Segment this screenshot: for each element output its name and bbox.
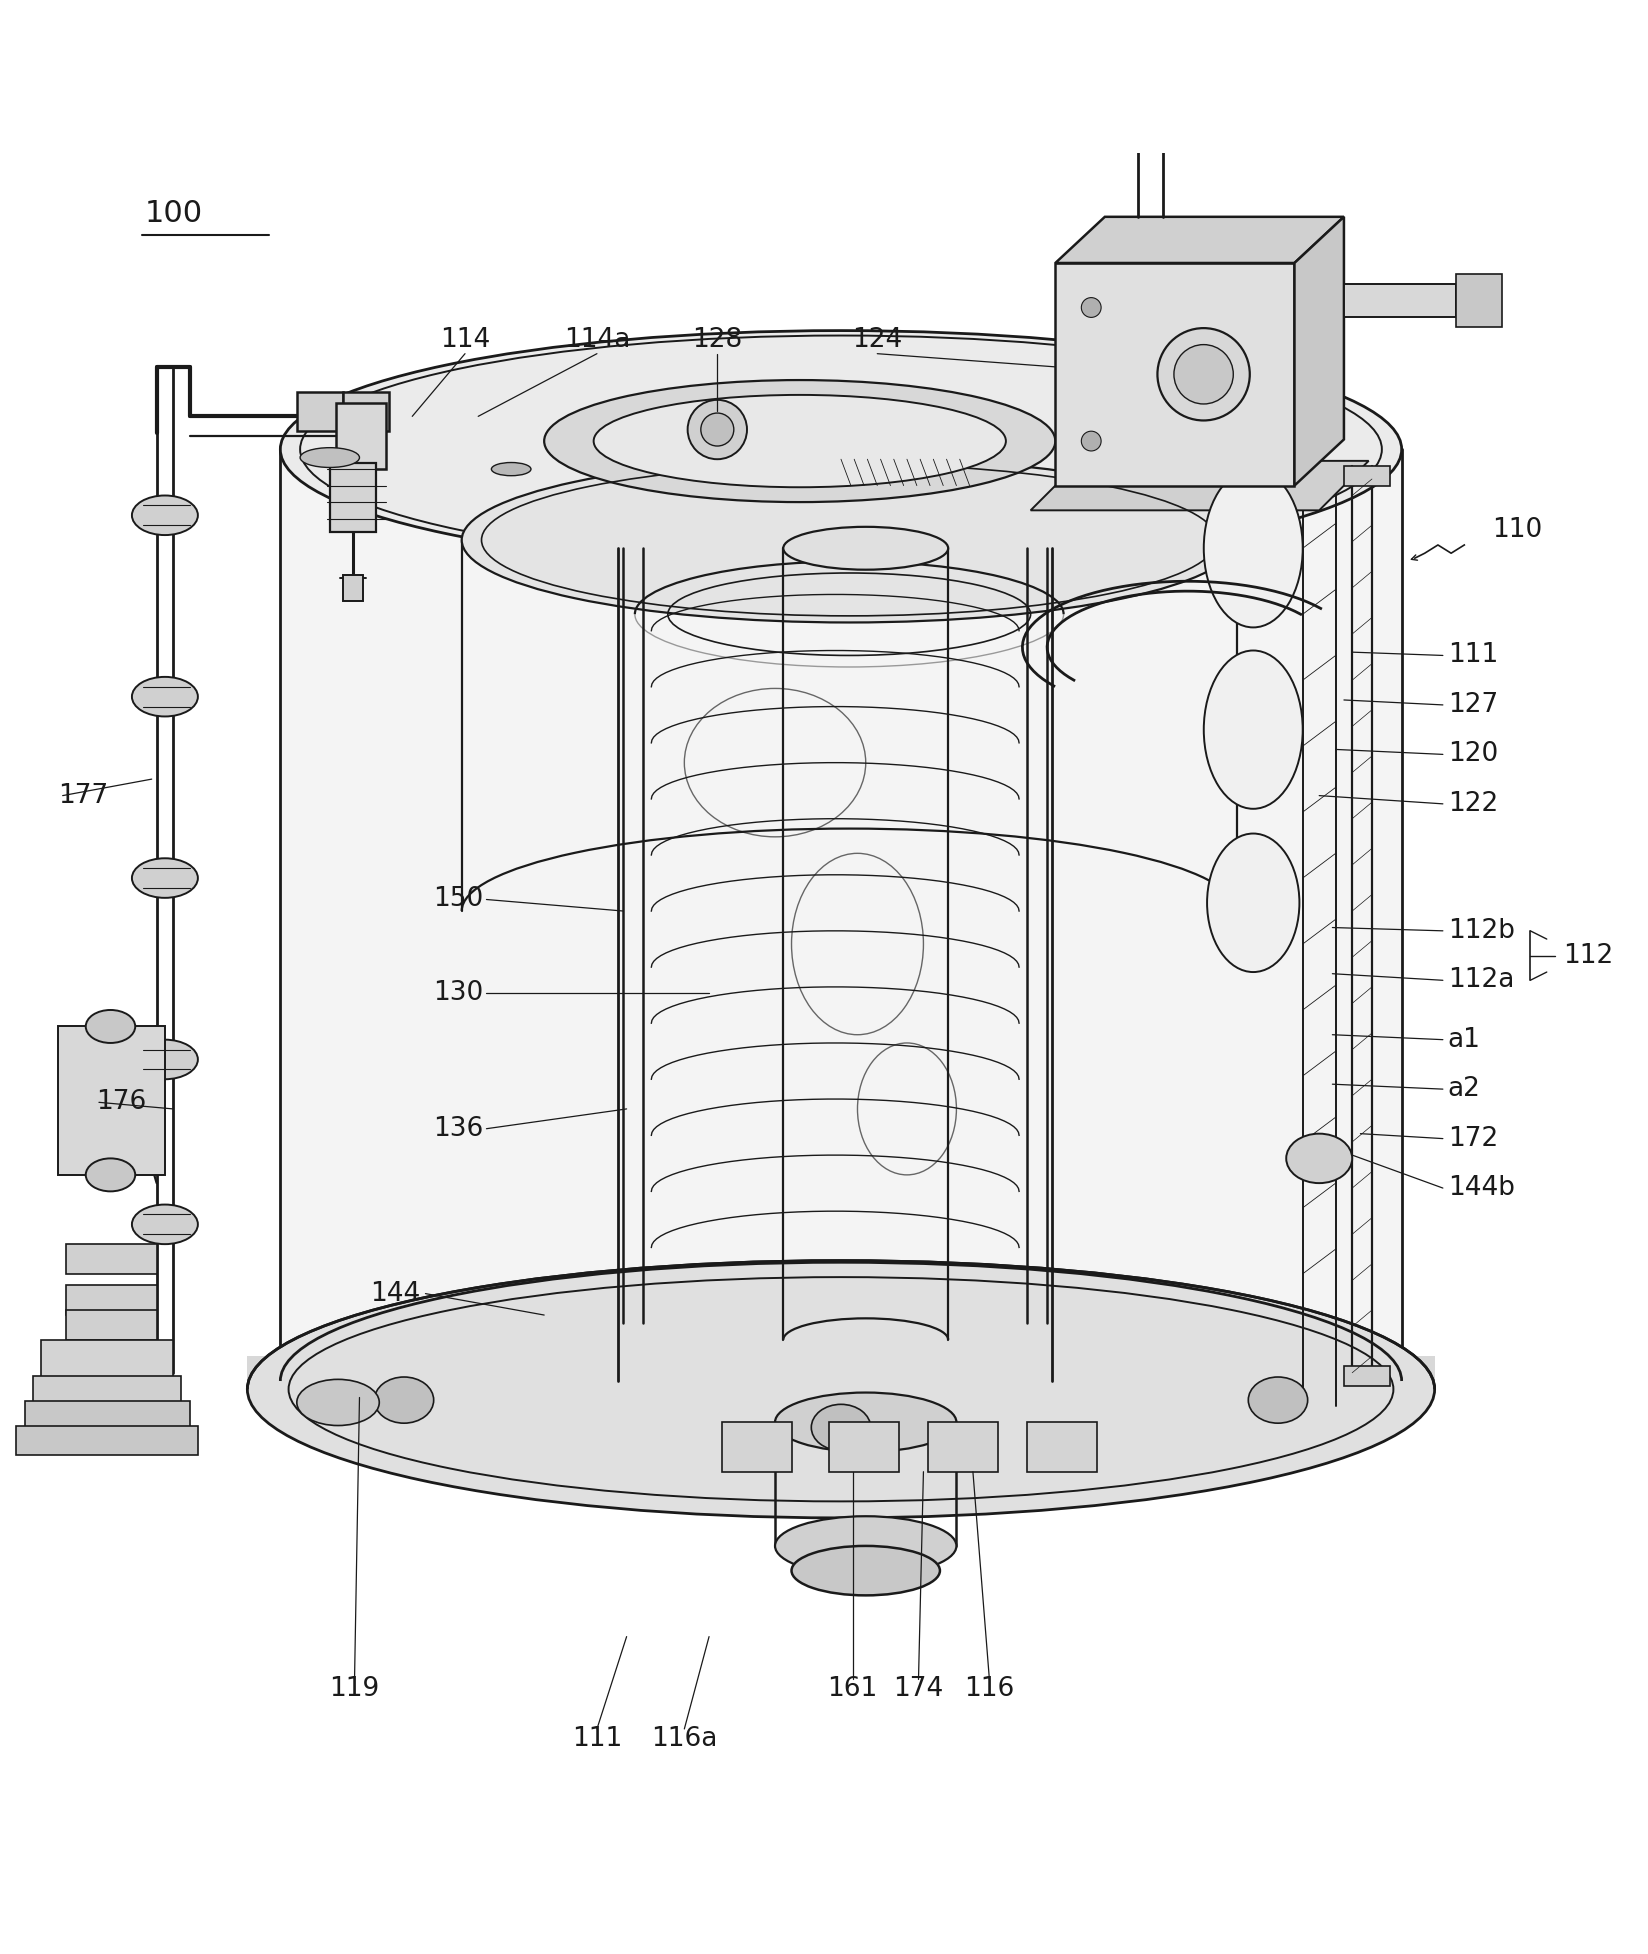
Text: 112b: 112b [1447, 918, 1515, 944]
Ellipse shape [1157, 328, 1249, 420]
Ellipse shape [132, 1204, 198, 1245]
Bar [66, 1309, 157, 1340]
Ellipse shape [86, 1159, 135, 1192]
Ellipse shape [280, 330, 1401, 569]
Ellipse shape [374, 1378, 433, 1423]
Text: 111: 111 [572, 1725, 621, 1753]
Bar [928, 1423, 997, 1471]
Ellipse shape [1203, 469, 1302, 627]
Bar [16, 1426, 198, 1456]
Ellipse shape [687, 401, 747, 459]
Text: 177: 177 [58, 784, 107, 809]
Bar [1343, 465, 1389, 487]
Text: 120: 120 [1447, 741, 1496, 768]
Ellipse shape [86, 1010, 135, 1043]
Text: 116: 116 [964, 1677, 1014, 1702]
Bar [25, 1401, 190, 1430]
Polygon shape [280, 449, 1401, 1381]
Text: 100: 100 [145, 199, 203, 229]
Text: 174: 174 [893, 1677, 943, 1702]
Text: 119: 119 [330, 1677, 379, 1702]
Ellipse shape [775, 1516, 956, 1575]
Bar [330, 463, 376, 531]
Text: 114: 114 [440, 328, 489, 354]
Bar [1343, 283, 1455, 317]
Bar [336, 403, 386, 469]
Text: 111: 111 [1447, 643, 1496, 668]
Text: 161: 161 [827, 1677, 877, 1702]
Ellipse shape [297, 1380, 379, 1426]
Bar [829, 1423, 898, 1471]
Polygon shape [1294, 217, 1343, 487]
Text: 128: 128 [692, 328, 742, 354]
Text: 116a: 116a [651, 1725, 717, 1753]
Ellipse shape [132, 676, 198, 717]
Ellipse shape [811, 1405, 870, 1450]
Text: 124: 124 [852, 328, 901, 354]
Ellipse shape [132, 1040, 198, 1079]
Ellipse shape [247, 1260, 1434, 1518]
Ellipse shape [791, 1546, 939, 1594]
Bar [33, 1376, 181, 1405]
Bar [343, 574, 363, 602]
Text: 127: 127 [1447, 692, 1496, 717]
Ellipse shape [491, 463, 531, 475]
Ellipse shape [775, 1393, 956, 1452]
Ellipse shape [1173, 344, 1233, 404]
Text: 150: 150 [433, 887, 483, 913]
Polygon shape [1030, 461, 1368, 510]
Ellipse shape [1248, 1378, 1307, 1423]
Bar [41, 1340, 173, 1381]
Ellipse shape [1081, 432, 1101, 451]
Text: a2: a2 [1447, 1077, 1480, 1102]
Ellipse shape [1081, 297, 1101, 317]
Polygon shape [1055, 264, 1294, 487]
Ellipse shape [544, 381, 1055, 502]
Polygon shape [247, 1356, 1434, 1389]
Bar [1027, 1423, 1096, 1471]
Text: 130: 130 [433, 981, 483, 1006]
Text: 172: 172 [1447, 1126, 1496, 1151]
Text: 136: 136 [433, 1116, 483, 1141]
Ellipse shape [593, 395, 1005, 487]
Ellipse shape [132, 496, 198, 535]
Ellipse shape [1203, 651, 1302, 809]
Ellipse shape [461, 457, 1236, 623]
Bar [66, 1245, 157, 1274]
Bar [1343, 1366, 1389, 1385]
Text: 122: 122 [1447, 791, 1496, 817]
Polygon shape [1055, 217, 1343, 264]
Ellipse shape [132, 858, 198, 897]
Ellipse shape [700, 412, 733, 446]
Bar [297, 391, 343, 432]
Text: 112: 112 [1562, 942, 1612, 969]
Text: 112a: 112a [1447, 967, 1513, 993]
Ellipse shape [1285, 1133, 1351, 1182]
Bar [343, 391, 389, 432]
Bar [58, 1026, 165, 1174]
Ellipse shape [783, 528, 948, 571]
Text: a1: a1 [1447, 1026, 1480, 1053]
Text: 176: 176 [96, 1088, 145, 1116]
Text: 144b: 144b [1447, 1174, 1515, 1202]
Ellipse shape [300, 447, 359, 467]
Text: 110: 110 [1491, 518, 1541, 543]
Bar [722, 1423, 791, 1471]
Bar [66, 1286, 157, 1315]
Text: 144: 144 [371, 1280, 420, 1307]
Text: 114a: 114a [564, 328, 630, 354]
Bar [1455, 274, 1501, 326]
Ellipse shape [1206, 834, 1299, 971]
